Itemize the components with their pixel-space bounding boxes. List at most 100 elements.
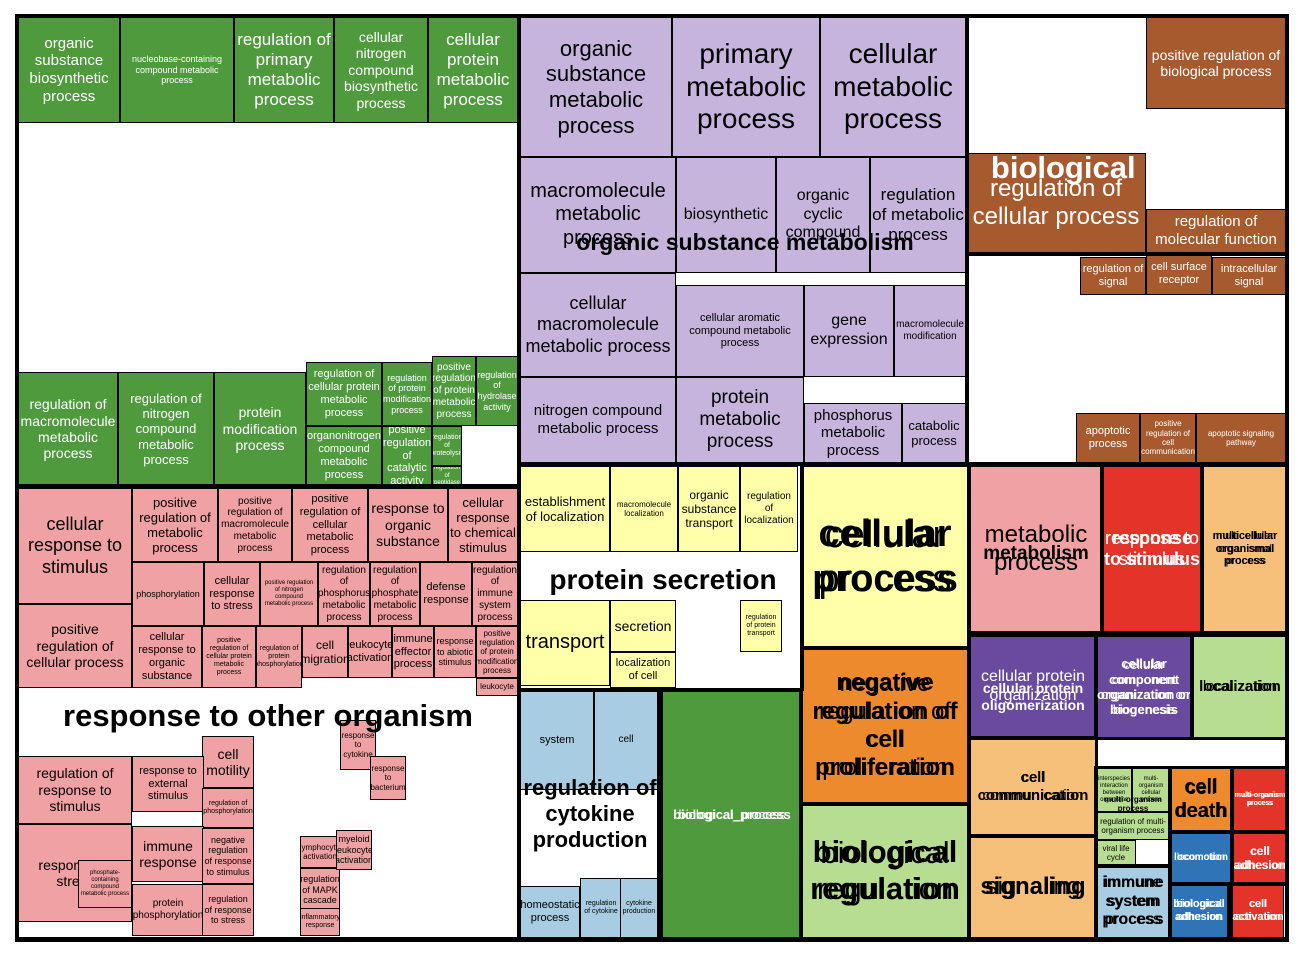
term-label: cellular nitrogen compound biosynthetic … <box>344 29 418 111</box>
term-label: cellular process <box>818 513 952 600</box>
term-label: regulation of localization <box>744 491 794 526</box>
term-label: multi-organism cellular process <box>1138 775 1164 804</box>
term-regulation-of-protein-transport: regulation of protein transport <box>740 600 782 652</box>
term-label: system <box>539 733 575 746</box>
term-regulation-of-multi-organism-process: regulation of multi-organism process <box>1096 812 1170 840</box>
term-tile-small <box>676 600 740 640</box>
term-label: biological regulation <box>816 834 954 906</box>
term-label: cellular protein metabolic process <box>436 30 510 109</box>
term-label: cellular aromatic compound metabolic pro… <box>689 311 791 350</box>
term-regulation-of-molecular-function: regulation of molecular function <box>1146 209 1286 253</box>
term-label: regulation of protein transport <box>745 613 777 638</box>
term-regulation-of-response-to-stimulus: regulation of response to stimulus <box>18 756 132 824</box>
term-label: phosphorus metabolic process <box>813 406 893 459</box>
term-viral-life-cycle: viral life cycle <box>1096 840 1136 866</box>
term-label: positive regulation of cellular metaboli… <box>299 492 361 557</box>
term-label: protein modification process <box>222 404 298 454</box>
term-label: regulation of phosphate metabolic proces… <box>371 564 419 623</box>
term-lymphocyte-activation: lymphocyte activation <box>300 836 340 868</box>
term-locomotion: locomotion <box>1170 832 1232 884</box>
term-macromolecule-modification: macromolecule modification <box>894 285 966 377</box>
term-label: homeostatic process <box>520 899 580 924</box>
term-secretion: secretion <box>610 600 676 652</box>
term-label: regulation of phosphorylation <box>203 799 253 815</box>
term-response-to-stimulus: response to stimulus <box>1102 466 1202 632</box>
term-label: nucleobase-containing compound metabolic… <box>131 54 223 86</box>
term-tile-small <box>676 640 740 688</box>
term-protein-modification-process: protein modification process <box>214 372 306 486</box>
term-label: defense response <box>423 581 469 606</box>
term-tile-small <box>218 696 300 736</box>
term-label: positive regulation of protein metabolic… <box>432 361 476 420</box>
term-primary-metabolic-process: primary metabolic process <box>672 17 820 157</box>
term-defense-response: defense response <box>420 562 472 626</box>
term-interspecies-interaction-between-organisms: interspecies interaction between organis… <box>1096 768 1132 812</box>
term-label: organic substance transport <box>681 487 737 531</box>
term-response-to-organic-substance: response to organic substance <box>368 488 448 562</box>
term-organic-substance-metabolic-process: organic substance metabolic process <box>520 17 672 157</box>
term-label: regulation of protein modification proce… <box>383 372 432 415</box>
term-tile-small <box>254 836 300 936</box>
term-label: positive regulation of cellular process <box>26 621 124 671</box>
term-positive-regulation-of-metabolic-process: positive regulation of metabolic process <box>132 488 218 562</box>
term-tile-small <box>1196 295 1286 413</box>
term-label: response to stimulus <box>1104 527 1200 569</box>
term-positive-regulation-of-nitrogen-compound-metabolic-process: positive regulation of nitrogen compound… <box>260 562 318 626</box>
term-tile-small <box>406 720 518 936</box>
term-label: regulation of hydrolase activity <box>477 369 517 412</box>
term-label: regulation of nitrogen compound metaboli… <box>130 390 202 467</box>
term-regulation-of-protein-modification-process: regulation of protein modification proce… <box>382 362 432 426</box>
term-label: regulation of response to stimulus <box>36 765 114 815</box>
term-label: regulation of cellular process <box>972 174 1140 230</box>
term-label: lymphocyte activation <box>300 842 340 861</box>
term-label: cellular response to stimulus <box>27 514 123 577</box>
term-tile-small <box>966 17 1146 153</box>
term-cell-motility: cell motility <box>202 736 254 788</box>
term-label: multicellular organismal process <box>1215 529 1275 568</box>
term-label: cell communication <box>982 769 1084 804</box>
term-phosphorylation: phosphorylation <box>132 562 204 626</box>
term-label: regulation of cytokine <box>584 899 618 915</box>
term-label: inflammatory response <box>300 913 340 929</box>
term-label: macromolecule metabolic process <box>530 179 666 249</box>
term-cytokine-production: cytokine production <box>620 878 658 938</box>
term-label: apoptotic signaling pathway <box>1207 428 1275 447</box>
term-label: cellular macromolecule metabolic process <box>525 293 671 356</box>
term-label: positive regulation of cell communicatio… <box>1141 419 1195 457</box>
term-label: regulation of MAPK cascade <box>300 874 340 906</box>
term-label: localization of cell <box>615 657 671 682</box>
term-label: positive regulation of macromolecule met… <box>221 495 289 554</box>
term-myeloid-leukocyte-activation: myeloid leukocyte activation <box>336 830 372 870</box>
term-metabolic-process: metabolic process <box>970 466 1102 632</box>
term-regulation-of-primary-metabolic-process: regulation of primary metabolic process <box>234 17 334 123</box>
term-label: cellular response to stress <box>209 574 255 613</box>
term-signaling: signaling <box>970 836 1096 938</box>
term-label: transport <box>525 631 605 654</box>
term-immune-system-process: immune system process <box>1096 866 1170 938</box>
term-regulation-of-immune-system-process: regulation of immune system process <box>472 562 518 626</box>
term-nitrogen-compound-metabolic-process: nitrogen compound metabolic process <box>520 377 676 463</box>
term-label: gene expression <box>810 312 888 348</box>
term-response-to-bacterium: response to bacterium <box>370 756 406 800</box>
term-label: leukocyte activation <box>348 639 392 664</box>
group-label-protein-secretion: protein secretion <box>549 564 777 596</box>
term-establishment-of-localization: establishment of localization <box>520 466 610 552</box>
term-tile-small <box>1286 295 1304 463</box>
term-label: negative regulation of cell proliferatio… <box>818 669 952 782</box>
term-macromolecule-localization: macromolecule localization <box>610 466 678 552</box>
term-response-to-external-stimulus: response to external stimulus <box>132 756 204 812</box>
term-protein-phosphorylation: protein phosphorylation <box>132 884 204 936</box>
term-phosphorus-metabolic-process: phosphorus metabolic process <box>804 403 902 463</box>
term-label: regulation of macromolecule metabolic pr… <box>20 396 116 462</box>
group-label-response-to-other-organism: response to other organism <box>63 697 473 733</box>
term-label: regulation of signal <box>1082 263 1144 288</box>
term-label: immune response <box>139 837 197 870</box>
term-label: cell adhesion <box>1235 843 1285 872</box>
term-label: positive regulation of protein modificat… <box>476 628 518 676</box>
term-cell-activation: cell activation <box>1232 884 1284 938</box>
term-label: cellular response to organic substance <box>138 631 196 682</box>
term-positive-regulation-of-protein-metabolic-process: positive regulation of protein metabolic… <box>432 356 476 426</box>
term-label: negative regulation of response to stimu… <box>204 834 252 877</box>
term-cell: cell <box>594 690 658 790</box>
